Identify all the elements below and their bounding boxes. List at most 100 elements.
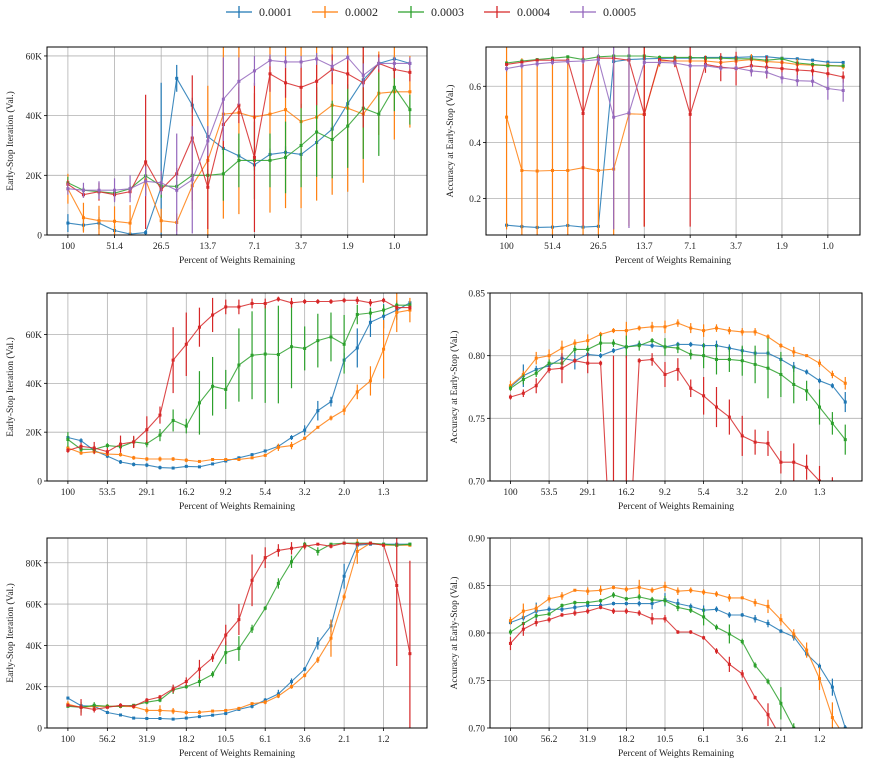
data-point <box>586 347 590 351</box>
data-point <box>79 439 83 443</box>
data-point <box>818 479 822 481</box>
data-point <box>171 709 175 713</box>
data-point <box>79 705 83 709</box>
y-tick-label: 20K <box>26 429 43 439</box>
data-point <box>805 389 809 393</box>
data-point <box>727 632 731 636</box>
data-point <box>97 219 101 223</box>
data-point <box>642 60 646 64</box>
data-point <box>818 664 822 668</box>
data-point <box>368 541 372 545</box>
data-point <box>355 549 359 553</box>
data-point <box>408 61 412 65</box>
data-point <box>175 76 179 80</box>
data-point <box>753 362 757 366</box>
x-tick-label: 100 <box>61 242 76 252</box>
data-point <box>303 436 307 440</box>
data-point <box>560 603 564 607</box>
plot-frame <box>46 537 428 729</box>
legend-marker-icon <box>398 6 424 18</box>
series-group <box>505 47 845 235</box>
data-point <box>611 585 615 589</box>
chart-panel-row1-left: 100 51.4 26.5 13.7 7.1 3.7 1.9 1.0 0 20K 40K 60K Per… <box>5 46 428 266</box>
data-point <box>250 301 254 305</box>
data-point <box>316 300 320 304</box>
y-tick-label: 40K <box>26 380 43 390</box>
data-point <box>714 625 718 629</box>
data-point <box>392 61 396 65</box>
x-tick-label: 100 <box>61 735 76 745</box>
data-point <box>521 609 525 613</box>
data-point <box>689 588 693 592</box>
data-point <box>599 605 603 609</box>
data-point <box>408 108 412 112</box>
data-point <box>611 609 615 613</box>
data-point <box>92 703 96 707</box>
data-point <box>573 605 577 609</box>
data-point <box>290 436 294 440</box>
data-point <box>650 344 654 348</box>
data-point <box>252 69 256 73</box>
x-tick-label: 10.5 <box>657 735 674 745</box>
data-point <box>206 139 210 143</box>
data-point <box>688 64 692 68</box>
data-point <box>727 415 731 419</box>
plot-frame <box>489 537 863 729</box>
data-point <box>663 325 667 329</box>
data-point <box>624 597 628 601</box>
x-tick-label: 13.7 <box>636 242 653 252</box>
data-point <box>184 716 188 720</box>
x-axis-label: Percent of Weights Remaining <box>618 501 734 512</box>
data-point <box>171 358 175 362</box>
data-point <box>663 599 667 603</box>
legend-item: 0.0004 <box>484 5 550 20</box>
data-point <box>663 372 667 376</box>
data-point <box>547 618 551 622</box>
data-point <box>145 717 149 720</box>
data-point <box>535 169 539 173</box>
data-point <box>316 641 320 645</box>
data-point <box>315 79 319 83</box>
data-point <box>303 300 307 304</box>
data-point <box>299 85 303 89</box>
data-point <box>599 361 603 365</box>
data-point <box>830 372 834 376</box>
data-point <box>66 703 70 707</box>
series-group <box>66 538 412 728</box>
data-point <box>689 352 693 356</box>
data-point <box>805 354 809 358</box>
data-point <box>184 424 188 428</box>
data-point <box>197 465 201 469</box>
data-point <box>224 305 228 309</box>
y-tick-label: 40K <box>26 642 43 652</box>
legend-marker-icon <box>312 6 338 18</box>
data-point <box>843 381 847 385</box>
x-tick-label: 1.3 <box>814 488 826 498</box>
data-point <box>826 64 830 68</box>
data-point <box>197 680 201 684</box>
data-point <box>237 456 241 460</box>
data-point <box>263 352 267 356</box>
data-point <box>268 72 272 76</box>
data-point <box>586 609 590 613</box>
data-point <box>250 704 254 708</box>
x-axis-label: Percent of Weights Remaining <box>179 255 295 266</box>
data-point <box>355 390 359 394</box>
data-point <box>145 428 149 432</box>
data-point <box>263 301 267 305</box>
data-point <box>714 326 718 330</box>
data-point <box>650 339 654 343</box>
data-point <box>792 460 796 464</box>
data-point <box>547 367 551 371</box>
data-point <box>263 453 267 457</box>
x-tick-label: 2.1 <box>338 735 350 745</box>
data-point <box>119 460 123 464</box>
y-tick-label: 0.4 <box>469 139 481 149</box>
data-point <box>346 55 350 59</box>
data-point <box>268 158 272 162</box>
data-point <box>727 329 731 333</box>
data-point <box>159 219 163 223</box>
data-point <box>284 155 288 159</box>
data-point <box>355 346 359 350</box>
data-point <box>573 341 577 345</box>
